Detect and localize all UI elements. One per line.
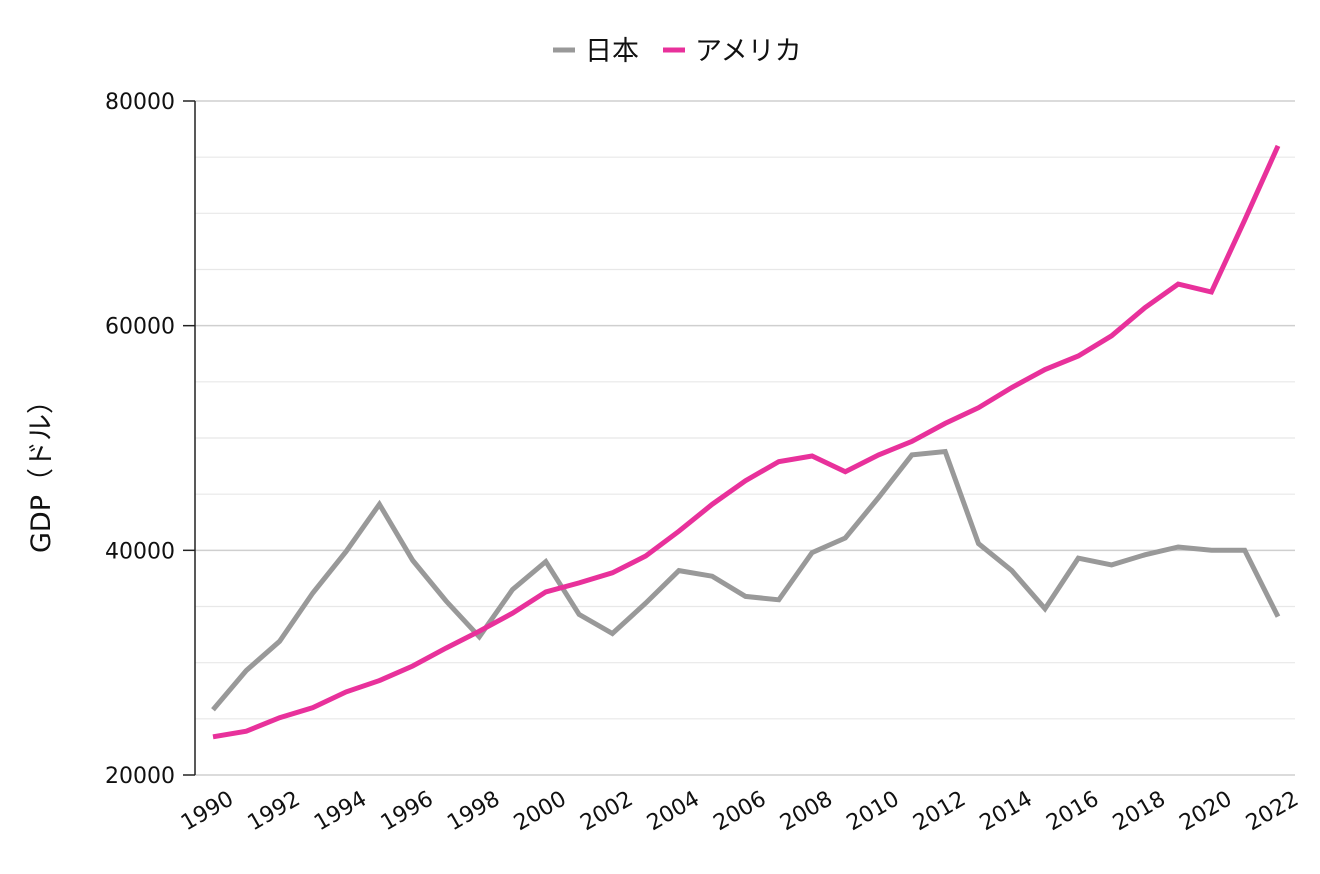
x-tick-label: 2018 bbox=[1109, 787, 1170, 837]
legend-label: アメリカ bbox=[695, 36, 802, 67]
x-tick-label: 2008 bbox=[776, 787, 837, 837]
y-tick-label: 60000 bbox=[105, 315, 175, 340]
y-tick-label: 20000 bbox=[105, 764, 175, 789]
x-tick-label: 1990 bbox=[177, 787, 238, 837]
x-tick-labels: 1990 1992 1994 1996 1998 2000 2002 2004 2006 2008… bbox=[177, 787, 1303, 837]
x-tick-label: 2004 bbox=[643, 787, 704, 837]
legend-label: 日本 bbox=[585, 36, 639, 67]
x-tick-label: 2014 bbox=[976, 787, 1037, 837]
legend: 日本 アメリカ bbox=[553, 36, 802, 67]
x-tick-label: 2022 bbox=[1242, 787, 1303, 837]
x-tick-label: 2016 bbox=[1042, 787, 1103, 837]
series-line-usa bbox=[212, 144, 1281, 740]
gridlines bbox=[195, 100, 1295, 776]
x-tick-label: 1992 bbox=[244, 787, 305, 837]
y-axis-label: GDP（ドル） bbox=[26, 387, 57, 553]
x-tick-label: 2012 bbox=[909, 787, 970, 837]
y-tick-label: 80000 bbox=[105, 90, 175, 115]
x-tick-label: 2020 bbox=[1175, 787, 1236, 837]
y-tick-labels: 20000 40000 60000 80000 bbox=[105, 90, 175, 789]
x-tick-label: 1998 bbox=[443, 787, 504, 837]
x-tick-label: 1994 bbox=[310, 787, 371, 837]
x-tick-label: 2006 bbox=[710, 787, 771, 837]
axes bbox=[183, 100, 196, 776]
y-tick-label: 40000 bbox=[105, 539, 175, 564]
x-tick-label: 2000 bbox=[510, 787, 571, 837]
series-line-japan bbox=[211, 448, 1281, 712]
x-tick-label: 2010 bbox=[843, 787, 904, 837]
series-lines bbox=[211, 144, 1281, 740]
x-tick-label: 2002 bbox=[576, 787, 637, 837]
x-tick-label: 1996 bbox=[377, 787, 438, 837]
